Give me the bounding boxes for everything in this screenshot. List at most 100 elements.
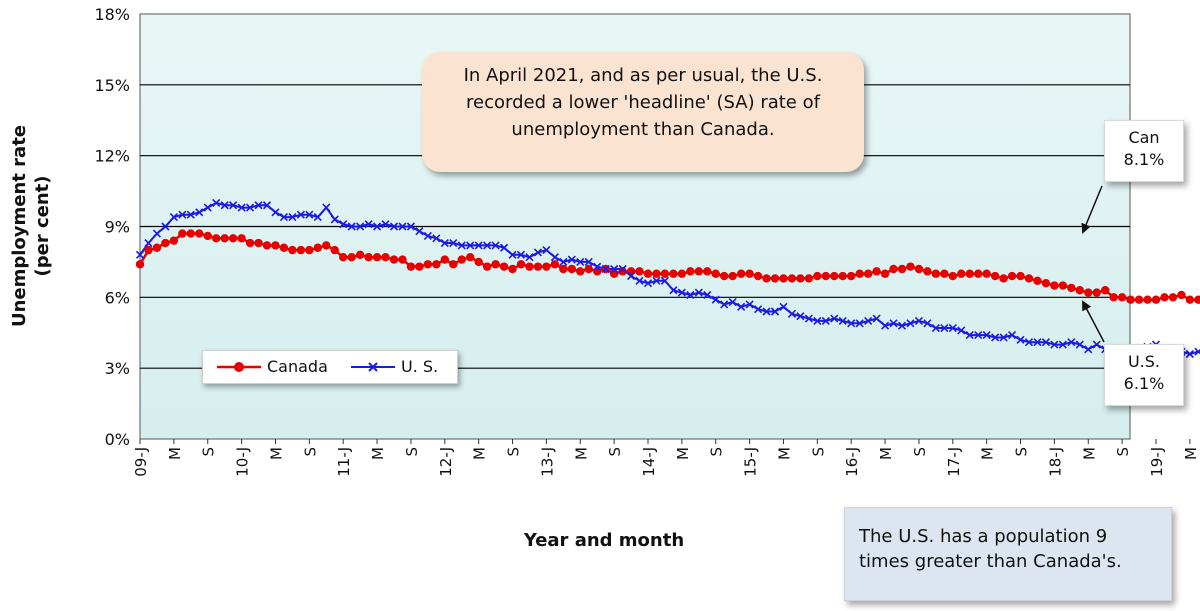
data-point-us <box>999 333 1008 342</box>
data-point-canada <box>1160 293 1169 302</box>
data-point-canada <box>618 267 627 276</box>
data-point-us <box>821 316 830 326</box>
data-point-canada <box>626 267 636 276</box>
data-point-us <box>864 316 873 326</box>
legend-swatches <box>217 362 395 372</box>
data-point-us <box>220 201 229 210</box>
data-point-us <box>135 250 145 259</box>
data-point-canada <box>1168 293 1178 302</box>
data-point-canada <box>161 238 170 248</box>
data-point-canada <box>643 269 653 278</box>
data-point-canada <box>355 250 365 260</box>
data-point-canada <box>144 245 153 255</box>
data-point-us <box>1033 338 1042 347</box>
data-point-us <box>271 208 280 217</box>
us-end-label-value: 6.1% <box>1123 374 1165 393</box>
data-point-canada <box>830 271 839 281</box>
data-point-canada <box>1134 295 1144 304</box>
data-point-us <box>491 241 500 250</box>
data-point-canada <box>1024 274 1034 283</box>
data-point-us <box>567 255 576 264</box>
data-point-us <box>931 323 940 333</box>
data-point-canada <box>567 264 576 274</box>
x-tick-label: S <box>403 447 421 457</box>
data-point-canada <box>550 260 560 269</box>
x-tick-label: S <box>911 447 929 457</box>
x-tick-label: M <box>979 447 997 460</box>
data-point-canada <box>330 245 339 255</box>
data-point-canada <box>364 252 373 262</box>
data-point-canada <box>889 264 898 274</box>
x-tick-label: S <box>606 447 624 457</box>
data-point-us <box>144 238 153 248</box>
data-point-us <box>923 319 932 328</box>
x-tick-label: S <box>505 447 523 457</box>
data-point-canada <box>1041 278 1051 288</box>
data-point-canada <box>669 269 678 278</box>
data-point-canada <box>1050 281 1059 290</box>
data-point-us <box>466 241 475 250</box>
data-point-us <box>313 212 322 222</box>
data-point-canada <box>770 274 780 283</box>
data-point-us <box>398 222 407 231</box>
legend-canada-label: Canada <box>267 357 328 376</box>
data-point-us <box>897 321 907 330</box>
data-point-canada <box>694 267 703 276</box>
data-point-us <box>559 257 568 266</box>
data-point-canada <box>804 274 814 283</box>
data-point-us <box>474 241 483 250</box>
x-tick-label: M <box>1182 447 1200 460</box>
data-point-us <box>389 222 399 231</box>
data-point-us <box>830 314 839 323</box>
data-point-us <box>1016 335 1025 344</box>
legend-canada-marker <box>234 362 244 372</box>
data-point-us <box>694 288 703 297</box>
y-axis-label-line1: Unemployment rate <box>9 125 30 327</box>
data-point-us <box>593 262 602 271</box>
data-point-canada <box>703 267 712 276</box>
data-point-us <box>618 264 627 274</box>
x-tick-label: S <box>708 447 726 457</box>
data-point-canada <box>880 269 890 278</box>
data-point-canada <box>296 245 306 255</box>
series-markers <box>135 198 1200 359</box>
data-point-us <box>508 250 517 259</box>
can-arrow <box>1081 185 1103 234</box>
data-point-us <box>889 319 898 328</box>
x-tick-label: S <box>1114 447 1132 457</box>
data-point-canada <box>1117 293 1127 302</box>
x-tick-label: M <box>267 447 285 460</box>
x-tick-label: M <box>877 447 895 460</box>
x-tick-label: S <box>301 447 319 457</box>
data-point-canada <box>1033 276 1042 286</box>
data-point-canada <box>847 271 856 281</box>
data-point-canada <box>474 257 483 267</box>
data-point-canada <box>1007 271 1017 281</box>
data-point-us <box>965 331 974 340</box>
data-point-us <box>305 210 314 219</box>
data-point-canada <box>736 269 746 278</box>
data-point-canada <box>576 267 585 276</box>
data-point-us <box>948 323 957 333</box>
x-tick-label: M <box>471 447 489 460</box>
data-point-canada <box>1067 283 1076 293</box>
data-point-canada <box>279 243 289 252</box>
data-point-us <box>516 250 526 259</box>
data-point-canada <box>584 264 593 274</box>
x-axis-label: Year and month <box>523 530 684 551</box>
data-point-us <box>754 305 763 314</box>
data-point-us <box>737 302 746 311</box>
data-point-us <box>449 238 458 248</box>
data-point-canada <box>415 262 424 271</box>
data-point-canada <box>449 260 458 269</box>
data-point-us <box>991 333 1000 342</box>
data-point-us <box>364 220 373 229</box>
data-point-canada <box>533 262 543 271</box>
data-point-us <box>229 201 238 210</box>
y-tick-label: 15% <box>94 76 130 95</box>
x-tick-label: 11-J <box>335 447 353 477</box>
data-point-canada <box>389 255 399 264</box>
x-tick-label: 14-J <box>640 447 658 477</box>
data-point-us <box>423 231 432 241</box>
headline-callout: In April 2021, and as per usual, the U.S… <box>422 52 864 172</box>
